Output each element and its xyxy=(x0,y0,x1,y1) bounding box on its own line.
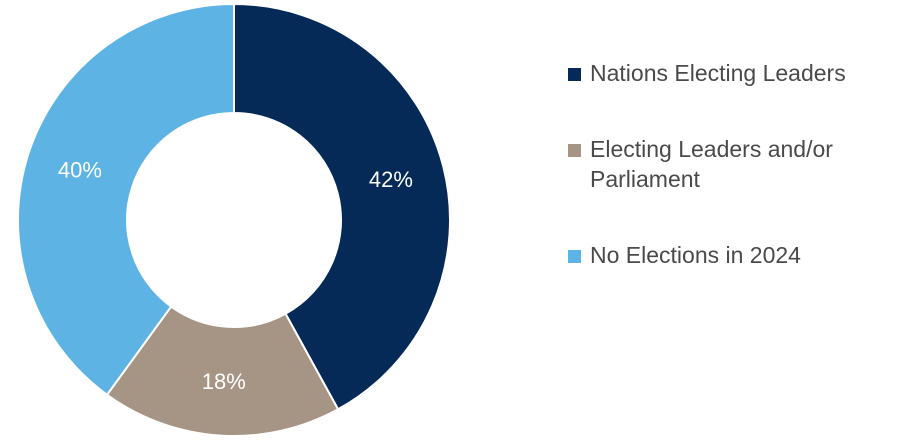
chart-legend: Nations Electing Leaders Electing Leader… xyxy=(566,58,896,316)
slice-label-2: 40% xyxy=(58,157,102,182)
legend-swatch xyxy=(568,68,581,81)
slice-label-1: 18% xyxy=(202,369,246,394)
legend-item-no-elections-2024: No Elections in 2024 xyxy=(566,240,896,270)
legend-swatch xyxy=(568,250,581,263)
pie-slice-0 xyxy=(233,2,451,411)
pie-slice-1 xyxy=(105,305,340,437)
slice-label-0: 42% xyxy=(369,167,413,192)
legend-label: Electing Leaders and/or Parliament xyxy=(590,136,833,192)
pie-slice-2 xyxy=(17,2,235,397)
legend-label: Nations Electing Leaders xyxy=(590,60,846,86)
legend-item-electing-leaders-parliament: Electing Leaders and/or Parliament xyxy=(566,134,896,194)
legend-item-nations-electing-leaders: Nations Electing Leaders xyxy=(566,58,896,88)
legend-label: No Elections in 2024 xyxy=(590,242,801,268)
legend-swatch xyxy=(568,144,581,157)
